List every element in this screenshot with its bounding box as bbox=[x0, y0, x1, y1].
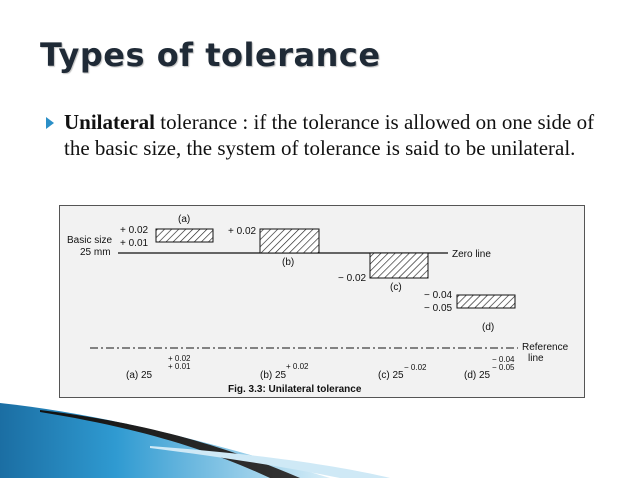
bullet-term: Unilateral bbox=[64, 110, 155, 134]
notation-b-label: (b) 25 bbox=[260, 370, 287, 381]
tolerance-zone-d bbox=[456, 294, 516, 309]
bullet-arrow-icon bbox=[46, 117, 54, 129]
slide-title: Types of tolerance bbox=[40, 36, 381, 74]
basic-size-value: 25 mm bbox=[80, 247, 111, 258]
figure-caption: Fig. 3.3: Unilateral tolerance bbox=[228, 384, 362, 395]
notation-a-label: (a) 25 bbox=[126, 370, 153, 381]
case-d-upper-deviation: − 0.04 bbox=[424, 290, 453, 301]
case-d-lower-deviation: − 0.05 bbox=[424, 303, 453, 314]
case-b-letter: (b) bbox=[282, 257, 294, 268]
tolerance-zone-a bbox=[155, 228, 214, 243]
case-b-upper-deviation: + 0.02 bbox=[228, 226, 257, 237]
case-c-letter: (c) bbox=[390, 282, 402, 293]
notation-b-upper: + 0.02 bbox=[286, 362, 309, 371]
notation-d-lower: − 0.05 bbox=[492, 363, 515, 372]
notation-d-label: (d) 25 bbox=[464, 370, 491, 381]
reference-line-label: Reference bbox=[522, 342, 569, 353]
case-d-letter: (d) bbox=[482, 322, 494, 333]
bullet-description: tolerance : if the tolerance is allowed … bbox=[64, 110, 595, 160]
bullet-text: Unilateral tolerance : if the tolerance … bbox=[64, 109, 609, 161]
reference-line-label-2: line bbox=[528, 353, 544, 364]
notation-d-upper: − 0.04 bbox=[492, 355, 515, 364]
decorative-swoosh bbox=[0, 403, 390, 478]
zero-line-label: Zero line bbox=[452, 249, 491, 260]
notation-a-upper: + 0.02 bbox=[168, 354, 191, 363]
notation-c-lower: − 0.02 bbox=[404, 363, 427, 372]
notation-a-lower: + 0.01 bbox=[168, 362, 191, 371]
case-a-lower-deviation: + 0.01 bbox=[120, 238, 149, 249]
case-c-lower-deviation: − 0.02 bbox=[338, 273, 367, 284]
tolerance-diagram: Basic size 25 mm Zero line (a) + 0.02 + … bbox=[67, 214, 569, 395]
tolerance-zone-c bbox=[369, 252, 429, 279]
tolerance-zone-b bbox=[259, 228, 320, 254]
notation-c-label: (c) 25 bbox=[378, 370, 404, 381]
case-a-upper-deviation: + 0.02 bbox=[120, 225, 149, 236]
basic-size-label: Basic size bbox=[67, 235, 112, 246]
case-a-letter: (a) bbox=[178, 214, 190, 225]
tolerance-figure: Basic size 25 mm Zero line (a) + 0.02 + … bbox=[59, 205, 585, 398]
